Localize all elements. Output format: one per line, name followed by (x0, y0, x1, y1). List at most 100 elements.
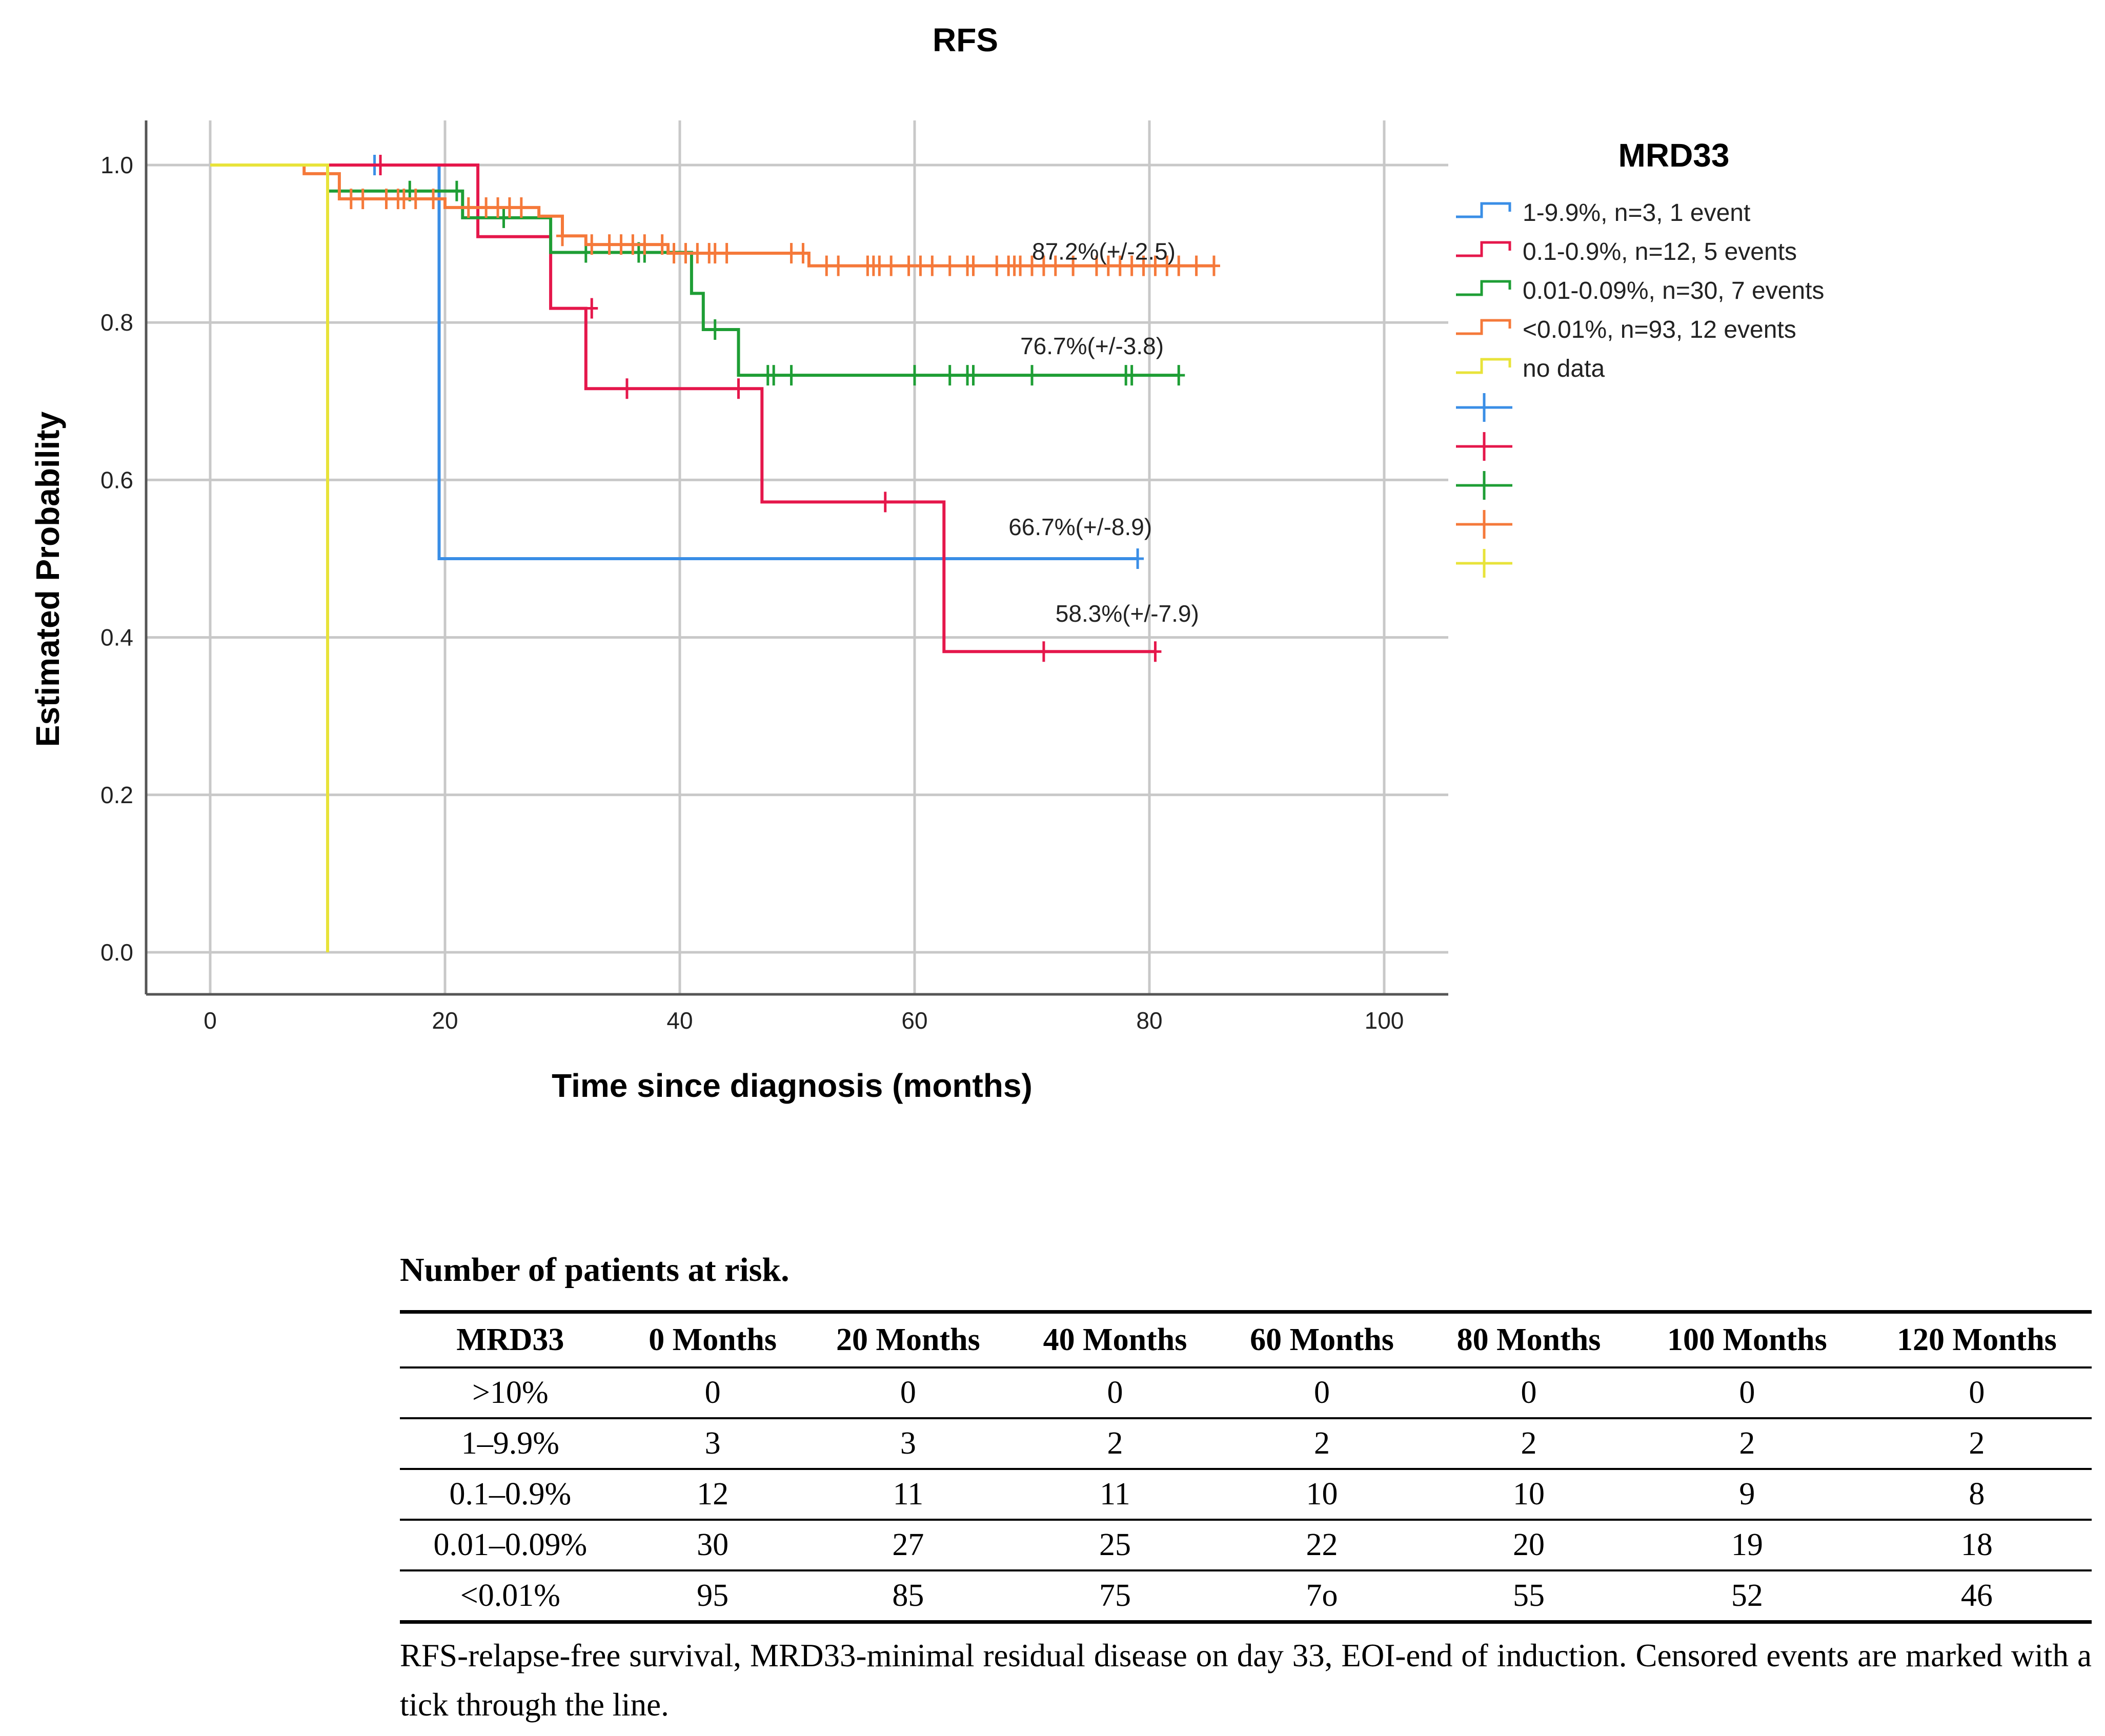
risk-table-cell: 0 (1107, 1375, 1123, 1410)
risk-table-cell: 22 (1306, 1527, 1338, 1562)
risk-table-cell: 20 (1513, 1527, 1545, 1562)
risk-table-cell: 1–9.9% (461, 1426, 559, 1461)
x-tick-label: 80 (1136, 1007, 1162, 1034)
y-tick-label: 0.2 (100, 782, 133, 808)
km-chart: RFS 0 20 40 60 80 100 0.0 0.2 0.4 0.6 0.8 1.0 87.2%… (29, 22, 1824, 1104)
y-tick-label: 0.6 (100, 466, 133, 493)
risk-table-cell: 3 (704, 1426, 721, 1461)
risk-table-cell: 0.01–0.09% (433, 1527, 588, 1562)
series-5 (210, 164, 329, 952)
risk-table-header-cell: 40 Months (1043, 1322, 1187, 1357)
x-tick-label: 0 (204, 1007, 217, 1034)
legend-label: 0.01-0.09%, n=30, 7 events (1523, 277, 1824, 304)
risk-table-row: 0.1–0.9% 12 11 11 10 10 9 8 (400, 1469, 2092, 1520)
legend-swatch (1456, 319, 1511, 335)
risk-table-cell: 0.1–0.9% (449, 1477, 572, 1512)
risk-table-header-row: MRD33 0 Months 20 Months 40 Months 60 Months… (400, 1312, 2092, 1367)
survival-curve (210, 164, 329, 952)
risk-table-cell: 46 (1960, 1578, 1993, 1613)
axes: 0 20 40 60 80 100 0.0 0.2 0.4 0.6 0.8 1.0 (100, 120, 1448, 1034)
risk-table-cell: 7o (1306, 1578, 1338, 1613)
annotation-layer: 87.2%(+/-2.5) 76.7%(+/-3.8) 66.7%(+/-8.9) 5… (1008, 238, 1199, 627)
curve-annotation: 87.2%(+/-2.5) (1032, 238, 1176, 265)
risk-table-cell: 0 (900, 1375, 916, 1410)
risk-table: MRD33 0 Months 20 Months 40 Months 60 Months… (400, 1310, 2092, 1624)
risk-table-cell: 0 (1969, 1375, 1985, 1410)
risk-table-cell: 8 (1969, 1477, 1985, 1512)
legend-swatch (1456, 280, 1511, 296)
footnote: RFS-relapse-free survival, MRD33-minimal… (400, 1638, 2092, 1723)
risk-table-cell: 25 (1099, 1527, 1131, 1562)
risk-table-header-cell: 60 Months (1250, 1322, 1394, 1357)
y-tick-label: 0.8 (100, 309, 133, 336)
x-axis-label: Time since diagnosis (months) (552, 1067, 1033, 1104)
risk-table-cell: 75 (1099, 1578, 1131, 1613)
y-tick-label: 0.4 (100, 624, 133, 651)
legend-swatch (1456, 241, 1511, 257)
risk-table-cell: 95 (697, 1578, 729, 1613)
risk-table-row: 1–9.9% 3 3 2 2 2 2 2 (400, 1418, 2092, 1469)
risk-table-cell: 0 (704, 1375, 721, 1410)
legend: MRD33 1-9.9%, n=3, 1 event 0.1-0.9%, n=12… (1456, 137, 1824, 578)
risk-table-header-cell: 20 Months (836, 1322, 980, 1357)
legend-swatch (1456, 202, 1511, 218)
risk-table-cell: 3 (900, 1426, 916, 1461)
curve-annotation: 76.7%(+/-3.8) (1020, 333, 1164, 359)
series-layer (210, 155, 1220, 952)
survival-curve (210, 164, 1138, 560)
risk-table-cell: 0 (1313, 1375, 1330, 1410)
risk-table-cell: 2 (1739, 1426, 1755, 1461)
chart-title: RFS (933, 22, 998, 58)
risk-table-cell: 18 (1960, 1527, 1993, 1562)
risk-table-cell: 52 (1731, 1578, 1763, 1613)
risk-table-cell: <0.01% (460, 1578, 560, 1613)
risk-table-cell: 2 (1521, 1426, 1537, 1461)
risk-table-cell: >10% (472, 1375, 549, 1410)
risk-table-header-cell: 80 Months (1456, 1322, 1601, 1357)
risk-table-cell: 2 (1313, 1426, 1330, 1461)
legend-label: 0.1-0.9%, n=12, 5 events (1523, 238, 1797, 265)
risk-table-title: Number of patients at risk. (400, 1251, 790, 1289)
risk-table-cell: 30 (697, 1527, 729, 1562)
curve-annotation: 66.7%(+/-8.9) (1008, 514, 1152, 540)
series-1 (210, 155, 1144, 569)
risk-table-cell: 11 (893, 1477, 924, 1512)
risk-table-row: 0.01–0.09% 30 27 25 22 20 19 18 (400, 1520, 2092, 1570)
legend-title: MRD33 (1618, 137, 1730, 174)
risk-table-cell: 19 (1731, 1527, 1763, 1562)
risk-table-cell: 0 (1739, 1375, 1755, 1410)
x-tick-label: 60 (901, 1007, 927, 1034)
risk-table-cell: 9 (1739, 1477, 1755, 1512)
risk-table-cell: 11 (1100, 1477, 1130, 1512)
x-tick-label: 40 (666, 1007, 693, 1034)
y-tick-label: 0.0 (100, 939, 133, 966)
legend-label: 1-9.9%, n=3, 1 event (1523, 199, 1750, 227)
curve-annotation: 58.3%(+/-7.9) (1056, 600, 1199, 627)
legend-label: <0.01%, n=93, 12 events (1523, 316, 1796, 343)
y-axis-label: Estimated Probability (29, 411, 66, 747)
risk-table-body: >10% 0 0 0 0 0 0 0 1–9.9% 3 3 2 2 2 2 2 0.1–0.9% 12 11 11 10… (400, 1367, 2092, 1622)
risk-table-cell: 2 (1107, 1426, 1123, 1461)
risk-table-cell: 10 (1306, 1477, 1338, 1512)
risk-table-cell: 12 (697, 1477, 729, 1512)
risk-table-cell: 2 (1969, 1426, 1985, 1461)
risk-table-header-cell: MRD33 (456, 1322, 564, 1357)
x-tick-label: 100 (1365, 1007, 1404, 1034)
risk-table-header-cell: 120 Months (1897, 1322, 2057, 1357)
risk-table-cell: 27 (892, 1527, 924, 1562)
legend-swatch (1456, 358, 1511, 374)
series-4 (210, 164, 1220, 276)
survival-curve (210, 164, 1156, 653)
risk-table-row: <0.01% 95 85 75 7o 55 52 46 (400, 1570, 2092, 1622)
y-tick-label: 1.0 (100, 152, 133, 178)
risk-table-cell: 10 (1513, 1477, 1545, 1512)
risk-table-cell: 55 (1513, 1578, 1545, 1613)
risk-table-cell: 85 (892, 1578, 924, 1613)
risk-table-header-cell: 100 Months (1667, 1322, 1827, 1357)
risk-table-header-cell: 0 Months (649, 1322, 777, 1357)
x-tick-label: 20 (432, 1007, 458, 1034)
risk-table-cell: 0 (1521, 1375, 1537, 1410)
risk-table-row: >10% 0 0 0 0 0 0 0 (400, 1367, 2092, 1418)
series-2 (210, 155, 1162, 662)
risk-table-section: Number of patients at risk. MRD33 0 Month… (400, 1251, 2092, 1729)
